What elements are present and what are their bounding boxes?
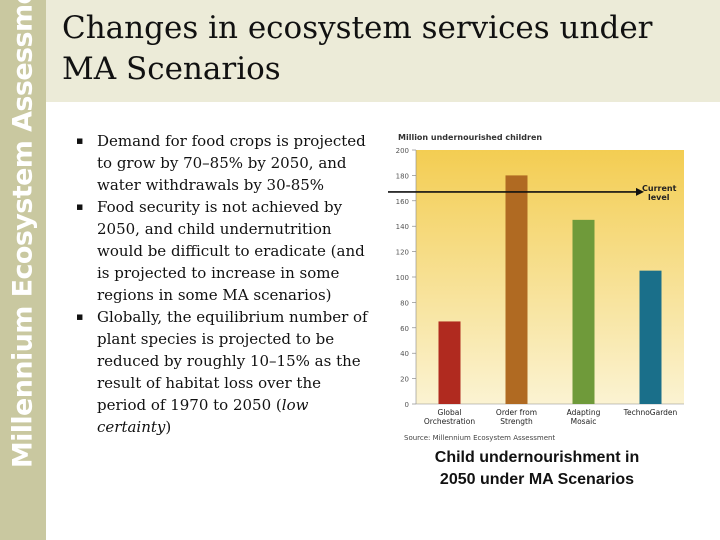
bullet-marker: ▪ [76,310,84,323]
current-level-arrowhead [636,187,644,196]
x-tick-label: TechnoGarden [623,408,678,417]
bullet-text-end: ) [165,418,172,436]
slide-title-line2: MA Scenarios [62,51,281,87]
y-tick-label: 0 [405,401,409,409]
chart-caption-line1: Child undernourishment in [434,449,640,466]
x-tick-label: Global [438,408,462,417]
bullet-marker: ▪ [76,134,84,147]
y-tick-label: 140 [396,223,409,231]
bar [438,321,461,404]
y-tick-label: 20 [400,376,409,384]
y-tick-label: 60 [400,325,409,333]
bar [639,270,662,404]
chart-caption-line2: 2050 under MA Scenarios [439,471,635,488]
y-tick-label: 80 [400,299,409,307]
chart-caption: Child undernourishment in 2050 under MA … [393,447,681,491]
y-tick-label: 160 [396,198,409,206]
slide-title: Changes in ecosystem services under MA S… [62,8,652,90]
bar [505,175,528,404]
x-tick-label: Mosaic [571,417,597,426]
bullet-item: ▪ Globally, the equilibrium number of pl… [72,306,372,438]
y-tick-label: 200 [396,147,409,155]
bullet-text: Globally, the equilibrium number of plan… [97,308,368,414]
sidebar-band: Millennium Ecosystem Assessment [0,0,46,540]
y-tick-label: 40 [400,350,409,358]
bullet-marker: ▪ [76,200,84,213]
bullet-text: Food security is not achieved by 2050, a… [97,198,365,304]
y-tick-label: 120 [396,249,409,257]
slide-title-line1: Changes in ecosystem services under [62,10,653,46]
current-level-label: Current [642,184,677,193]
bar [572,219,595,404]
bullet-item: ▪ Food security is not achieved by 2050,… [72,196,372,306]
x-tick-label: Strength [500,417,533,426]
x-tick-label: Adapting [567,408,601,417]
sidebar-brand: Millennium Ecosystem Assessment [7,0,39,469]
x-tick-label: Orchestration [424,417,475,426]
bullet-list: ▪ Demand for food crops is projected to … [72,130,372,438]
x-tick-label: Order from [496,408,537,417]
title-bar: Changes in ecosystem services under MA S… [46,0,720,102]
chart-source: Source: Millennium Ecosystem Assessment [404,434,555,442]
chart-panel: Million undernourished children 0 20 40 60 8… [380,130,698,444]
y-tick-label: 100 [396,274,409,282]
current-level-label: level [648,193,670,202]
chart-title: Million undernourished children [398,133,542,142]
bullet-text: Demand for food crops is projected to gr… [97,132,366,194]
bullet-item: ▪ Demand for food crops is projected to … [72,130,372,196]
undernourishment-chart: Million undernourished children 0 20 40 60 8… [388,133,684,442]
bullet-text-italic: low certainty [97,396,309,436]
y-tick-label: 180 [396,172,409,180]
